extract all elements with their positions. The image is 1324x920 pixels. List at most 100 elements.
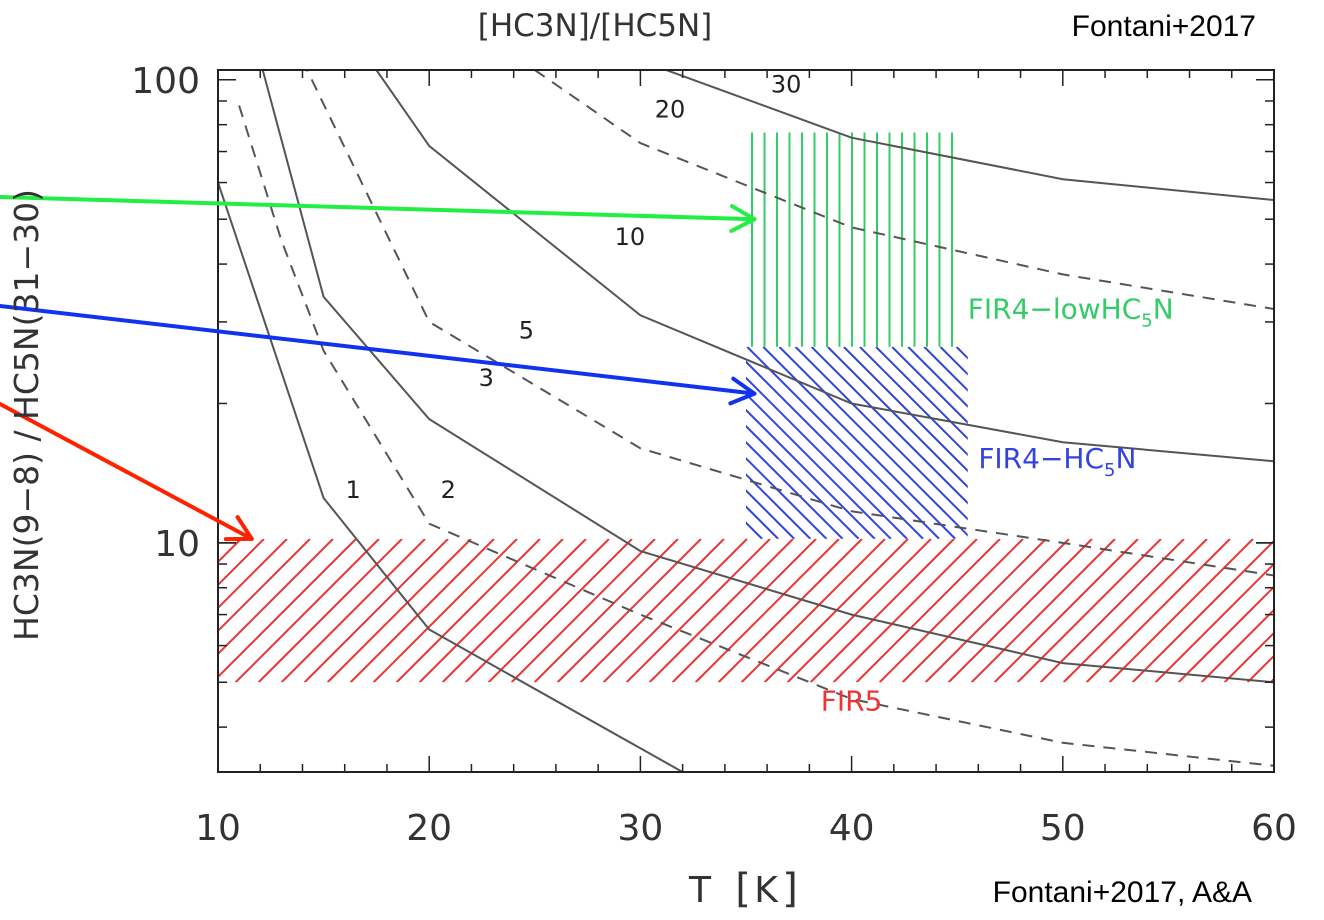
- hatch-line: [970, 538, 1116, 683]
- hatched-regions: [218, 132, 1324, 683]
- curve-label-5: 5: [519, 317, 534, 345]
- curve-10: [375, 70, 1274, 463]
- hatch-line: [891, 346, 968, 424]
- hatch-line: [923, 346, 968, 392]
- hatch-line: [1150, 347, 1324, 539]
- hatch-line: [746, 392, 892, 539]
- hatch-line: [441, 538, 587, 683]
- hatch-line: [746, 489, 796, 539]
- hatch-line: [778, 346, 968, 537]
- x-axis-unit: T [ K ]: [688, 866, 798, 912]
- hatch-line: [1117, 347, 1309, 539]
- curve-label-30: 30: [771, 70, 802, 98]
- arrow-head: [223, 515, 254, 542]
- hatch-line: [625, 538, 771, 683]
- hatch-line: [875, 346, 968, 441]
- curve-label-20: 20: [655, 95, 686, 123]
- hatch-line: [395, 538, 541, 683]
- hatch-line: [1062, 538, 1208, 683]
- hatch-line: [947, 538, 1093, 683]
- hatch-line: [993, 538, 1139, 683]
- hatch-line: [809, 538, 955, 683]
- hatch-line: [1200, 608, 1274, 683]
- hatch-line: [717, 538, 863, 683]
- hatch-line: [671, 538, 817, 683]
- x-tick-label: 20: [406, 808, 452, 849]
- hatch-line: [487, 538, 633, 683]
- top-axis-label: [HC3N]/[HC5N]: [478, 8, 713, 44]
- x-tick-label: 30: [617, 808, 663, 849]
- x-tick-label: 40: [829, 808, 875, 849]
- region-label-2: FIR4−HC5N: [978, 442, 1136, 481]
- arrow-head: [728, 376, 757, 406]
- hatch-line: [257, 538, 403, 683]
- hatch-line: [218, 538, 334, 656]
- hatch-line: [786, 538, 932, 683]
- curve-label-2: 2: [441, 476, 456, 504]
- hatch-line: [1039, 538, 1185, 683]
- curve-label-10: 10: [615, 223, 646, 251]
- hatch-line: [1085, 538, 1231, 683]
- hatch-line: [794, 346, 968, 521]
- hatch-line: [234, 538, 380, 683]
- arrow-shaft: [0, 195, 757, 222]
- curve-3: [261, 70, 1274, 684]
- hatch-line: [924, 538, 1070, 683]
- hatch-line: [1317, 539, 1324, 682]
- hatch-line: [1131, 539, 1274, 683]
- plot-frame: [217, 69, 1275, 773]
- curve-20: [534, 70, 1274, 310]
- hatch-line: [859, 346, 968, 457]
- curve-1: [218, 182, 684, 772]
- hatch-line: [740, 538, 886, 683]
- hatch-line: [280, 538, 426, 683]
- hatch-line: [1085, 347, 1277, 539]
- hatch-line: [418, 538, 564, 683]
- hatch-line: [464, 538, 610, 683]
- hatch-line: [218, 538, 265, 587]
- hatch-line: [1246, 654, 1274, 683]
- hatch-line: [1154, 562, 1274, 683]
- y-tick-label: 10: [154, 524, 200, 565]
- hatch-line: [762, 346, 957, 539]
- hatch-line: [694, 538, 840, 683]
- hatch-line: [1294, 539, 1324, 682]
- hatch-region-3: [218, 538, 1324, 683]
- hatch-line: [1223, 631, 1274, 683]
- curve-5: [305, 70, 1274, 577]
- axis-labels: 10 20 30 40 50 60 10 100: [131, 61, 1297, 849]
- hatch-line: [1016, 538, 1162, 683]
- hatch-line: [746, 473, 812, 539]
- arrow-shaft: [0, 402, 254, 541]
- x-axis-unit-symbol: T: [688, 870, 712, 911]
- hatch-line: [907, 346, 968, 408]
- hatch-line: [901, 538, 1047, 683]
- hatch-line: [510, 538, 656, 683]
- arrow-1: [0, 195, 757, 233]
- region-label-1: FIR4−lowHC5N: [968, 293, 1174, 332]
- curve-labels: 1 2 35 10 20 30: [346, 70, 802, 504]
- x-tick-label: 10: [195, 808, 241, 849]
- hatch-line: [746, 376, 908, 539]
- hatch-line: [843, 346, 968, 473]
- hatch-line: [303, 538, 449, 683]
- x-tick-label: 60: [1251, 808, 1297, 849]
- hatch-line: [218, 538, 288, 610]
- curve-label-3: 3: [479, 364, 494, 392]
- hatch-line: [826, 346, 968, 489]
- region-labels: FIR4−lowHC5N FIR4−HC5N FIR5: [821, 293, 1174, 718]
- hatch-line: [218, 538, 357, 679]
- hatch-line: [533, 538, 679, 683]
- y-axis-label: HC3N(9−8) / HC5N(31−30): [7, 189, 46, 641]
- hatch-line: [1108, 538, 1254, 683]
- hatch-line: [1177, 585, 1274, 683]
- hatch-line: [326, 538, 472, 683]
- hatch-line: [832, 538, 978, 683]
- hatch-line: [349, 538, 495, 683]
- x-tick-label: 50: [1040, 808, 1086, 849]
- hatch-line: [746, 505, 779, 539]
- hatch-line: [372, 538, 518, 683]
- hatch-line: [855, 538, 1001, 683]
